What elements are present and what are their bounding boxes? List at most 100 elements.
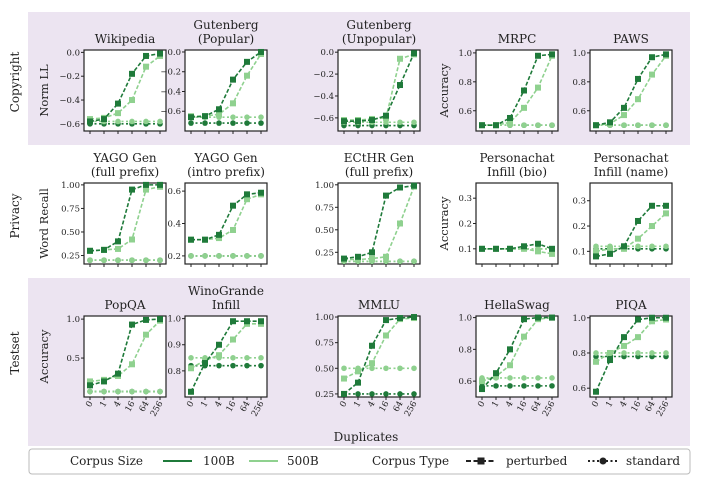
data-point-500B-perturbed: [535, 248, 541, 255]
plot-area: [337, 182, 421, 265]
data-point-500B-standard: [369, 365, 375, 372]
x-axis-label: Duplicates: [334, 430, 399, 444]
data-point-100B-perturbed: [87, 247, 93, 254]
data-point-500B-perturbed: [230, 100, 236, 107]
data-point-500B-standard: [593, 350, 599, 356]
data-point-500B-standard: [143, 118, 149, 125]
x-tick-label: 64: [644, 400, 658, 414]
y-tick-label: 0.1: [458, 245, 472, 255]
data-point-100B-perturbed: [341, 118, 347, 125]
data-point-500B-standard: [397, 258, 403, 265]
panel-2: Gutenberg(Unpopular) 0.0 −0.2 −0.4 −0.6: [313, 18, 421, 134]
x-tick-label: 64: [530, 400, 544, 414]
data-point-500B-standard: [663, 350, 669, 356]
data-point-500B-standard: [244, 114, 250, 120]
data-point-100B-perturbed: [549, 51, 555, 58]
data-point-500B-standard: [101, 257, 107, 264]
data-point-100B-perturbed: [258, 48, 264, 55]
data-point-100B-perturbed: [258, 189, 264, 196]
data-point-500B-perturbed: [649, 318, 655, 325]
data-point-500B-standard: [649, 350, 655, 356]
x-tick-label: 0: [84, 400, 95, 410]
data-point-100B-perturbed: [663, 51, 669, 58]
y-tick-label: −0.2: [160, 68, 181, 78]
data-point-500B-standard: [87, 388, 93, 395]
data-point-100B-perturbed: [593, 253, 599, 260]
data-point-500B-standard: [143, 388, 149, 395]
data-point-100B-standard: [355, 391, 361, 397]
data-point-100B-perturbed: [115, 100, 121, 107]
data-point-500B-perturbed: [143, 63, 149, 70]
data-point-500B-standard: [157, 257, 163, 264]
data-point-100B-perturbed: [383, 317, 389, 324]
y-tick-label: 1.00: [315, 181, 334, 191]
data-point-500B-standard: [397, 365, 403, 372]
legend-standard-marker: [599, 457, 607, 465]
y-tick-label: −0.2: [313, 70, 334, 80]
y-tick-label: 1.0: [66, 315, 80, 325]
panel-title: MRPC: [498, 32, 537, 46]
data-point-500B-perturbed: [607, 245, 613, 252]
data-point-500B-standard: [411, 119, 417, 126]
data-point-100B-perturbed: [115, 370, 121, 377]
data-point-100B-standard: [230, 362, 236, 369]
data-point-100B-perturbed: [202, 113, 208, 120]
y-tick-label: 0.6: [167, 187, 181, 197]
data-point-500B-standard: [621, 350, 627, 356]
x-tick-label: 4: [112, 400, 123, 410]
data-point-100B-perturbed: [143, 181, 149, 188]
data-point-500B-perturbed: [369, 255, 375, 262]
data-point-500B-perturbed: [649, 71, 655, 78]
data-point-100B-perturbed: [101, 246, 107, 253]
series-line-100B-perturbed: [89, 184, 160, 252]
data-point-100B-standard: [258, 362, 264, 369]
data-point-100B-standard: [535, 383, 541, 389]
plot-area: [337, 49, 421, 132]
data-point-500B-standard: [507, 375, 513, 381]
data-point-500B-perturbed: [129, 236, 135, 243]
y-tick-label: −0.4: [313, 92, 334, 102]
panel-title: Infill (name): [594, 165, 669, 179]
panel-title: YAGO Gen: [92, 151, 157, 165]
data-point-100B-perturbed: [635, 217, 641, 224]
data-point-500B-perturbed: [244, 196, 250, 203]
y-tick-label: 0.2: [572, 222, 586, 232]
legend-perturbed-label: perturbed: [506, 454, 568, 468]
panel-3: MRPC Accuracy 0.6 0.8 1.0: [437, 32, 559, 134]
data-point-500B-standard: [115, 118, 121, 125]
data-point-100B-standard: [202, 120, 208, 126]
data-point-500B-perturbed: [521, 333, 527, 340]
data-point-500B-perturbed: [129, 97, 135, 104]
data-point-100B-standard: [244, 362, 250, 369]
data-point-500B-standard: [397, 119, 403, 126]
data-point-100B-perturbed: [230, 76, 236, 83]
y-tick-label: 0.2: [458, 220, 472, 230]
data-point-100B-perturbed: [383, 112, 389, 119]
data-point-100B-standard: [230, 120, 236, 126]
y-tick-label: 0.4: [167, 220, 181, 230]
y-tick-label: 0.50: [315, 226, 334, 236]
data-point-500B-perturbed: [143, 186, 149, 193]
y-tick-label: 0.25: [315, 248, 334, 258]
panel-4: PAWS 0.6 0.8 1.0: [572, 32, 673, 134]
data-point-100B-perturbed: [549, 314, 555, 321]
data-point-100B-perturbed: [216, 106, 222, 113]
plot-area: [83, 49, 167, 132]
data-point-500B-standard: [230, 114, 236, 120]
data-point-500B-standard: [663, 243, 669, 250]
y-tick-label: 0.8: [458, 78, 472, 88]
data-point-500B-standard: [635, 350, 641, 356]
panel-title: Gutenberg: [193, 18, 258, 32]
y-tick-label: 0.6: [572, 384, 586, 394]
data-point-100B-standard: [507, 383, 513, 389]
data-point-100B-perturbed: [507, 346, 513, 353]
data-point-100B-perturbed: [535, 314, 541, 321]
panel-title: (Popular): [198, 32, 254, 46]
legend-frame: [28, 448, 691, 475]
legend-standard-label: standard: [626, 454, 680, 468]
data-point-100B-perturbed: [479, 386, 485, 393]
panel-title: MMLU: [358, 298, 400, 312]
